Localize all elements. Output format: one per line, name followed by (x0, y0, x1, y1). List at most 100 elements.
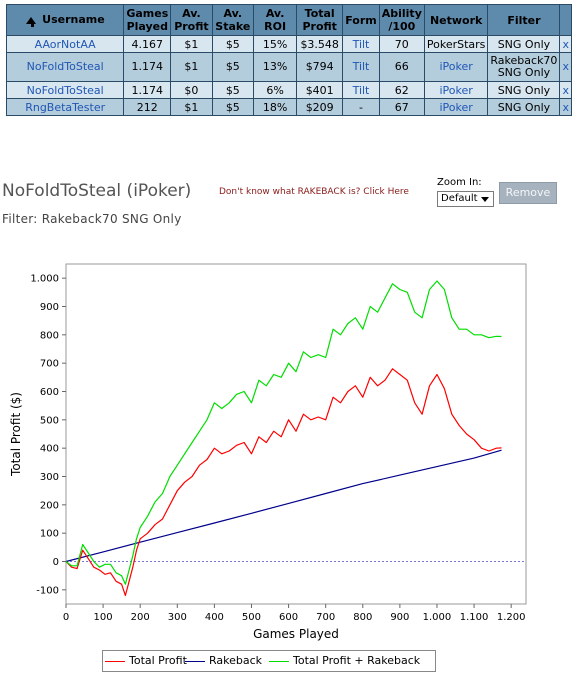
y-tick-label: 900 (40, 302, 59, 313)
header-network[interactable]: Network (423, 4, 489, 36)
username-link[interactable]: RngBetaTester (25, 100, 106, 114)
table-row: NoFoldToSteal 1.174 $1 $5 13% $794 Tilt … (5, 52, 572, 82)
remove-row-link[interactable]: x (562, 100, 569, 114)
network-cell[interactable]: iPoker (423, 98, 489, 116)
y-tick-label: 1.000 (30, 274, 59, 285)
form-cell: - (342, 98, 380, 116)
network-cell: PokerStars (423, 35, 489, 53)
form-link[interactable]: Tilt (352, 83, 370, 97)
remove-row-cell[interactable]: x (559, 35, 572, 53)
y-tick-label: 400 (40, 444, 59, 455)
series-line-total-profit (65, 368, 502, 597)
header-total-profit[interactable]: Total Profit (296, 4, 344, 36)
x-tick-label: 1.100 (460, 612, 489, 623)
player-title: NoFoldToSteal (iPoker) (2, 181, 192, 201)
username-cell[interactable]: AAorNotAA (5, 35, 125, 53)
remove-row-cell[interactable]: x (559, 98, 572, 116)
legend-item-rakeback: Rakeback (185, 654, 262, 667)
zoom-select[interactable]: Default (437, 191, 494, 207)
form-link[interactable]: Tilt (352, 60, 370, 73)
av-stake-cell: $5 (211, 52, 255, 82)
header-filter[interactable]: Filter (487, 4, 561, 36)
zoom-label: Zoom In: (437, 177, 482, 188)
x-tick-label: 800 (353, 612, 372, 623)
x-tick-label: 900 (390, 612, 409, 623)
y-tick-label: 800 (40, 330, 59, 341)
username-cell[interactable]: NoFoldToSteal (5, 52, 125, 82)
sort-arrow-icon (25, 16, 36, 24)
username-cell[interactable]: NoFoldToSteal (5, 81, 125, 99)
filter-cell: SNG Only (487, 35, 561, 53)
av-roi-cell: 6% (253, 81, 298, 99)
header-form[interactable]: Form (342, 4, 380, 36)
av-stake-cell: $5 (211, 98, 255, 116)
header-games-played[interactable]: Games Played (123, 4, 172, 36)
remove-row-cell[interactable]: x (559, 81, 572, 99)
x-tick-label: 500 (242, 612, 261, 623)
av-profit-cell: $0 (170, 81, 213, 99)
filter-cell: SNG Only (487, 81, 561, 99)
series-line-total-profit-rakeback (65, 280, 502, 585)
legend-item-total-plus-rakeback: Total Profit + Rakeback (269, 654, 420, 667)
x-tick-label: 1.200 (497, 612, 526, 623)
total-profit-cell: $209 (296, 98, 344, 116)
av-profit-cell: $1 (170, 98, 213, 116)
ability-cell: 66 (378, 52, 425, 82)
av-stake-cell: $5 (211, 35, 255, 53)
form-link[interactable]: Tilt (352, 37, 370, 51)
table-row: RngBetaTester 212 $1 $5 18% $209 - 67 iP… (5, 98, 572, 116)
form-cell[interactable]: Tilt (342, 35, 380, 53)
username-cell[interactable]: RngBetaTester (5, 98, 125, 116)
network-cell[interactable]: iPoker (423, 81, 489, 99)
form-cell[interactable]: Tilt (342, 81, 380, 99)
legend-label: Total Profit (129, 654, 187, 667)
table-row: AAorNotAA 4.167 $1 $5 15% $3.548 Tilt 70… (5, 35, 572, 53)
username-link[interactable]: NoFoldToSteal (26, 83, 104, 97)
filter-cell: Rakeback70 SNG Only (487, 52, 561, 82)
chart-legend: Total Profit Rakeback Total Profit + Rak… (102, 650, 436, 672)
network-link[interactable]: iPoker (439, 100, 473, 114)
rakeback-info-link[interactable]: Don't know what RAKEBACK is? Click Here (219, 187, 409, 197)
zoom-selected-value: Default (441, 193, 478, 204)
av-stake-cell: $5 (211, 81, 255, 99)
remove-button[interactable]: Remove (499, 182, 557, 204)
legend-swatch (105, 660, 125, 662)
table-header-row: Username Games Played Av. Profit Av. Sta… (5, 4, 572, 36)
y-axis-label: Total Profit ($) (9, 392, 23, 477)
plot-area (65, 263, 527, 605)
network-cell[interactable]: iPoker (423, 52, 489, 82)
header-username: Username (42, 13, 105, 26)
header-av-profit[interactable]: Av. Profit (170, 4, 213, 36)
network-link[interactable]: iPoker (439, 83, 473, 97)
chevron-down-icon (481, 197, 489, 202)
remove-row-link[interactable]: x (562, 83, 569, 97)
remove-row-cell[interactable]: x (559, 52, 572, 82)
x-tick-label: 600 (279, 612, 298, 623)
form-cell[interactable]: Tilt (342, 52, 380, 82)
profit-chart: 0 100 200 300 400 500 600 700 800 900 1.000 1.100 1.… (9, 263, 527, 641)
total-profit-cell: $794 (296, 52, 344, 82)
header-av-stake[interactable]: Av. Stake (211, 4, 255, 36)
header-ability[interactable]: Ability /100 (378, 4, 425, 36)
username-link[interactable]: NoFoldToSteal (26, 60, 104, 73)
remove-row-link[interactable]: x (562, 37, 569, 51)
remove-row-link[interactable]: x (562, 60, 569, 73)
y-tick-label: 700 (40, 359, 59, 370)
x-axis-label: Games Played (253, 627, 339, 641)
x-tick-label: 0 (63, 612, 69, 623)
header-av-roi[interactable]: Av. ROI (253, 4, 298, 36)
username-link[interactable]: AAorNotAA (34, 37, 96, 51)
series-lines (65, 280, 502, 597)
y-tick-label: 100 (40, 529, 59, 540)
network-link[interactable]: iPoker (439, 60, 473, 73)
x-tick-label: 400 (205, 612, 224, 623)
table-row: NoFoldToSteal 1.174 $0 $5 6% $401 Tilt 6… (5, 81, 572, 99)
y-tick-label: 300 (40, 472, 59, 483)
x-tick-label: 100 (94, 612, 113, 623)
sort-username-header[interactable]: Username (5, 4, 125, 36)
total-profit-cell: $3.548 (296, 35, 344, 53)
y-tick-label: 600 (40, 387, 59, 398)
axes: 0 100 200 300 400 500 600 700 800 900 1.000 1.100 1.… (30, 274, 526, 623)
legend-item-total-profit: Total Profit (105, 654, 187, 667)
x-tick-label: 300 (168, 612, 187, 623)
